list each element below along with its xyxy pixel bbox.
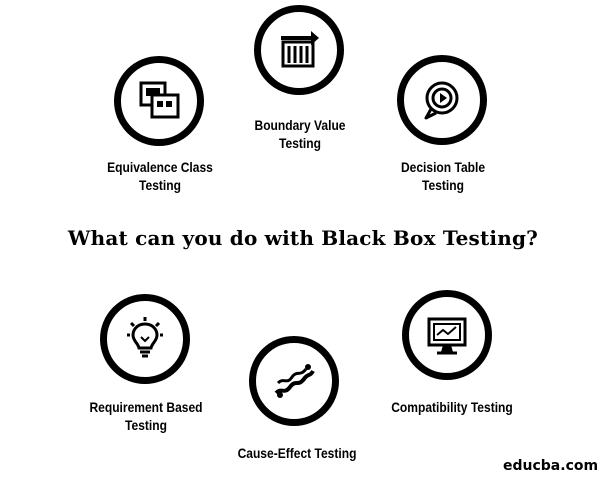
boundary-value-label-line2: Testing [279, 135, 321, 151]
requirement-based-label-line2: Testing [125, 417, 167, 433]
requirement-lightbulb-icon [100, 294, 190, 384]
page-title: What can you do with Black Box Testing? [67, 226, 539, 250]
requirement-based-label-line1: Requirement Based [89, 399, 203, 415]
cause-effect-icon [249, 336, 339, 426]
boundary-value-icon [254, 5, 344, 95]
equivalence-class-icon [114, 56, 204, 146]
boundary-value-label-line1: Boundary Value [254, 117, 346, 133]
decision-table-icon [397, 55, 487, 145]
compatibility-label: Compatibility Testing [391, 399, 513, 415]
equivalence-class-label-line2: Testing [139, 177, 181, 193]
cause-effect-label: Cause-Effect Testing [237, 445, 357, 461]
equivalence-class-label-line1: Equivalence Class [107, 159, 213, 175]
watermark: educba.com [503, 458, 599, 474]
decision-table-label-line2: Testing [422, 177, 464, 193]
compatibility-monitor-icon [402, 290, 492, 380]
decision-table-label-line1: Decision Table [400, 159, 486, 175]
